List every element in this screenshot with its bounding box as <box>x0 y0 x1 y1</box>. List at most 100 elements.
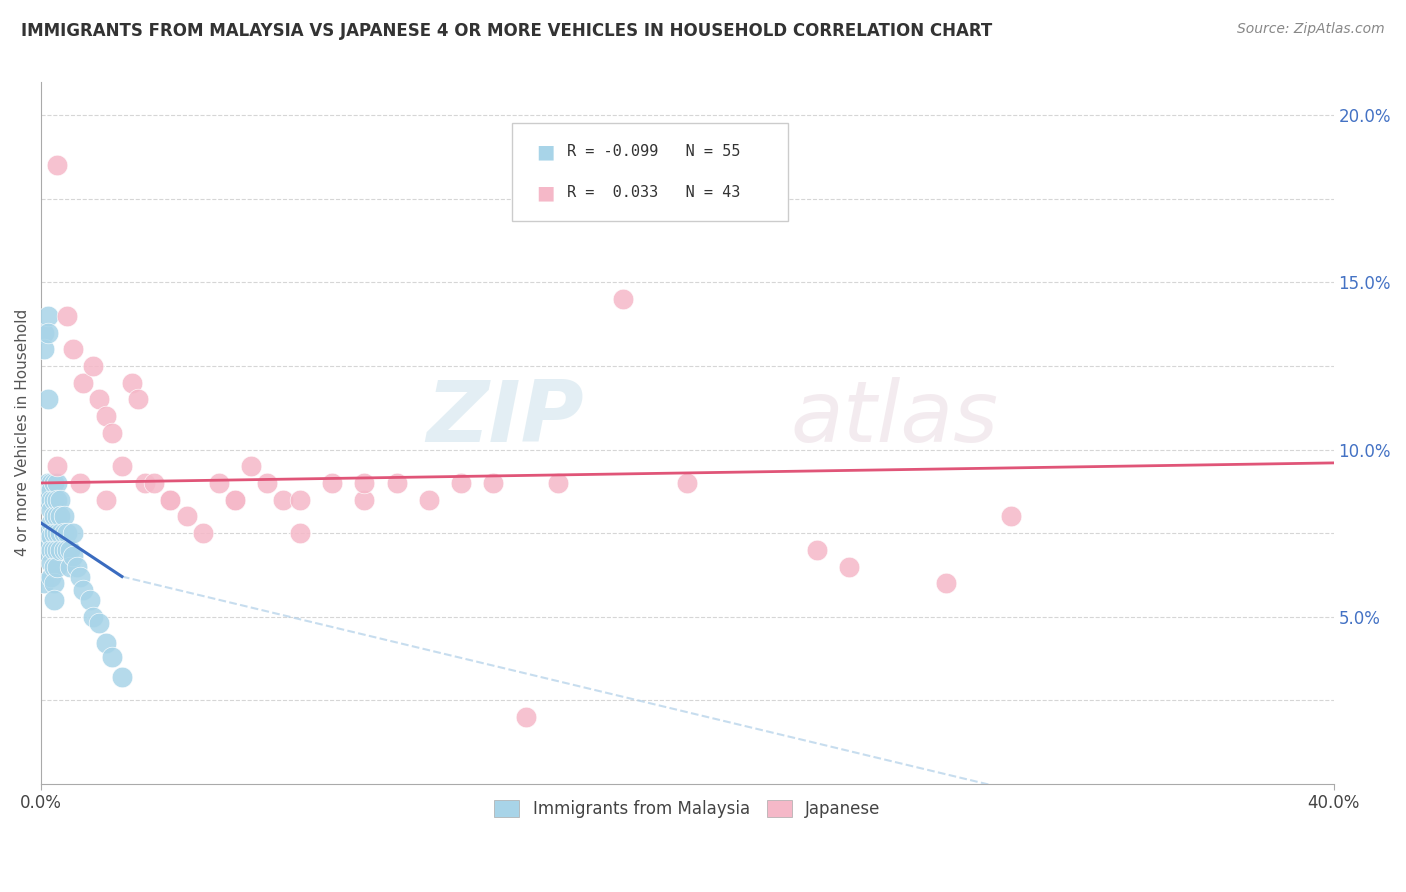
Point <box>143 475 166 490</box>
Point <box>42 509 65 524</box>
Point <box>39 556 62 570</box>
Text: ■: ■ <box>536 184 554 202</box>
Point <box>37 475 59 490</box>
Point <box>127 392 149 407</box>
Point <box>46 459 69 474</box>
Text: Source: ZipAtlas.com: Source: ZipAtlas.com <box>1237 22 1385 37</box>
Point <box>46 475 69 490</box>
Text: R = -0.099   N = 55: R = -0.099 N = 55 <box>567 145 740 160</box>
Point <box>46 559 69 574</box>
Point <box>353 475 375 490</box>
Point <box>79 593 101 607</box>
Point <box>56 542 79 557</box>
Point <box>1000 509 1022 524</box>
Point <box>46 542 69 557</box>
Point <box>89 616 111 631</box>
Point <box>62 343 84 357</box>
Point <box>121 376 143 390</box>
Text: ■: ■ <box>536 142 554 161</box>
Point <box>224 492 246 507</box>
Point <box>56 526 79 541</box>
Point <box>39 516 62 530</box>
Point <box>39 483 62 497</box>
Point <box>42 593 65 607</box>
Point <box>52 509 75 524</box>
Point <box>39 569 62 583</box>
Point <box>208 475 231 490</box>
Point <box>321 475 343 490</box>
Point <box>101 649 124 664</box>
Point <box>39 529 62 543</box>
Point <box>482 475 505 490</box>
Point <box>37 326 59 340</box>
Point <box>62 526 84 541</box>
Point <box>256 475 278 490</box>
Point <box>159 492 181 507</box>
Point <box>42 526 65 541</box>
Point <box>34 343 56 357</box>
Point <box>176 509 198 524</box>
Point <box>42 492 65 507</box>
Point <box>159 492 181 507</box>
Point <box>46 509 69 524</box>
Point <box>385 475 408 490</box>
Point <box>82 359 104 373</box>
Point <box>42 542 65 557</box>
Point <box>42 475 65 490</box>
Point <box>450 475 472 490</box>
Point <box>111 670 134 684</box>
Point <box>34 576 56 591</box>
Point <box>49 542 72 557</box>
Point <box>418 492 440 507</box>
Point <box>37 309 59 323</box>
Point <box>69 475 91 490</box>
Point <box>547 475 569 490</box>
Y-axis label: 4 or more Vehicles in Household: 4 or more Vehicles in Household <box>15 310 30 557</box>
Point <box>34 326 56 340</box>
Point <box>37 392 59 407</box>
Point <box>52 526 75 541</box>
Point <box>806 542 828 557</box>
Text: ZIP: ZIP <box>426 377 583 460</box>
Point <box>39 502 62 516</box>
Point <box>49 509 72 524</box>
Point <box>39 475 62 490</box>
Point <box>94 492 117 507</box>
Point <box>935 576 957 591</box>
Point <box>72 582 94 597</box>
Point <box>39 542 62 557</box>
Point <box>62 549 84 564</box>
Point <box>89 392 111 407</box>
Point <box>42 559 65 574</box>
Point <box>56 309 79 323</box>
Text: atlas: atlas <box>790 377 998 460</box>
Point <box>94 409 117 423</box>
Point <box>515 710 537 724</box>
Point <box>288 492 311 507</box>
Point <box>46 492 69 507</box>
Point <box>46 158 69 172</box>
Text: R =  0.033   N = 43: R = 0.033 N = 43 <box>567 186 740 201</box>
Point <box>69 569 91 583</box>
Point <box>676 475 699 490</box>
Point <box>37 526 59 541</box>
Legend: Immigrants from Malaysia, Japanese: Immigrants from Malaysia, Japanese <box>488 793 887 824</box>
Point <box>191 526 214 541</box>
Point <box>42 576 65 591</box>
Point <box>66 559 89 574</box>
Point <box>273 492 295 507</box>
Point <box>72 376 94 390</box>
Text: IMMIGRANTS FROM MALAYSIA VS JAPANESE 4 OR MORE VEHICLES IN HOUSEHOLD CORRELATION: IMMIGRANTS FROM MALAYSIA VS JAPANESE 4 O… <box>21 22 993 40</box>
Point <box>94 636 117 650</box>
Point <box>612 292 634 306</box>
Point <box>224 492 246 507</box>
Point <box>101 425 124 440</box>
Point <box>82 609 104 624</box>
Point <box>39 492 62 507</box>
Point <box>59 542 82 557</box>
Point <box>353 492 375 507</box>
Point <box>34 542 56 557</box>
Point <box>111 459 134 474</box>
Point <box>52 542 75 557</box>
Point <box>49 492 72 507</box>
